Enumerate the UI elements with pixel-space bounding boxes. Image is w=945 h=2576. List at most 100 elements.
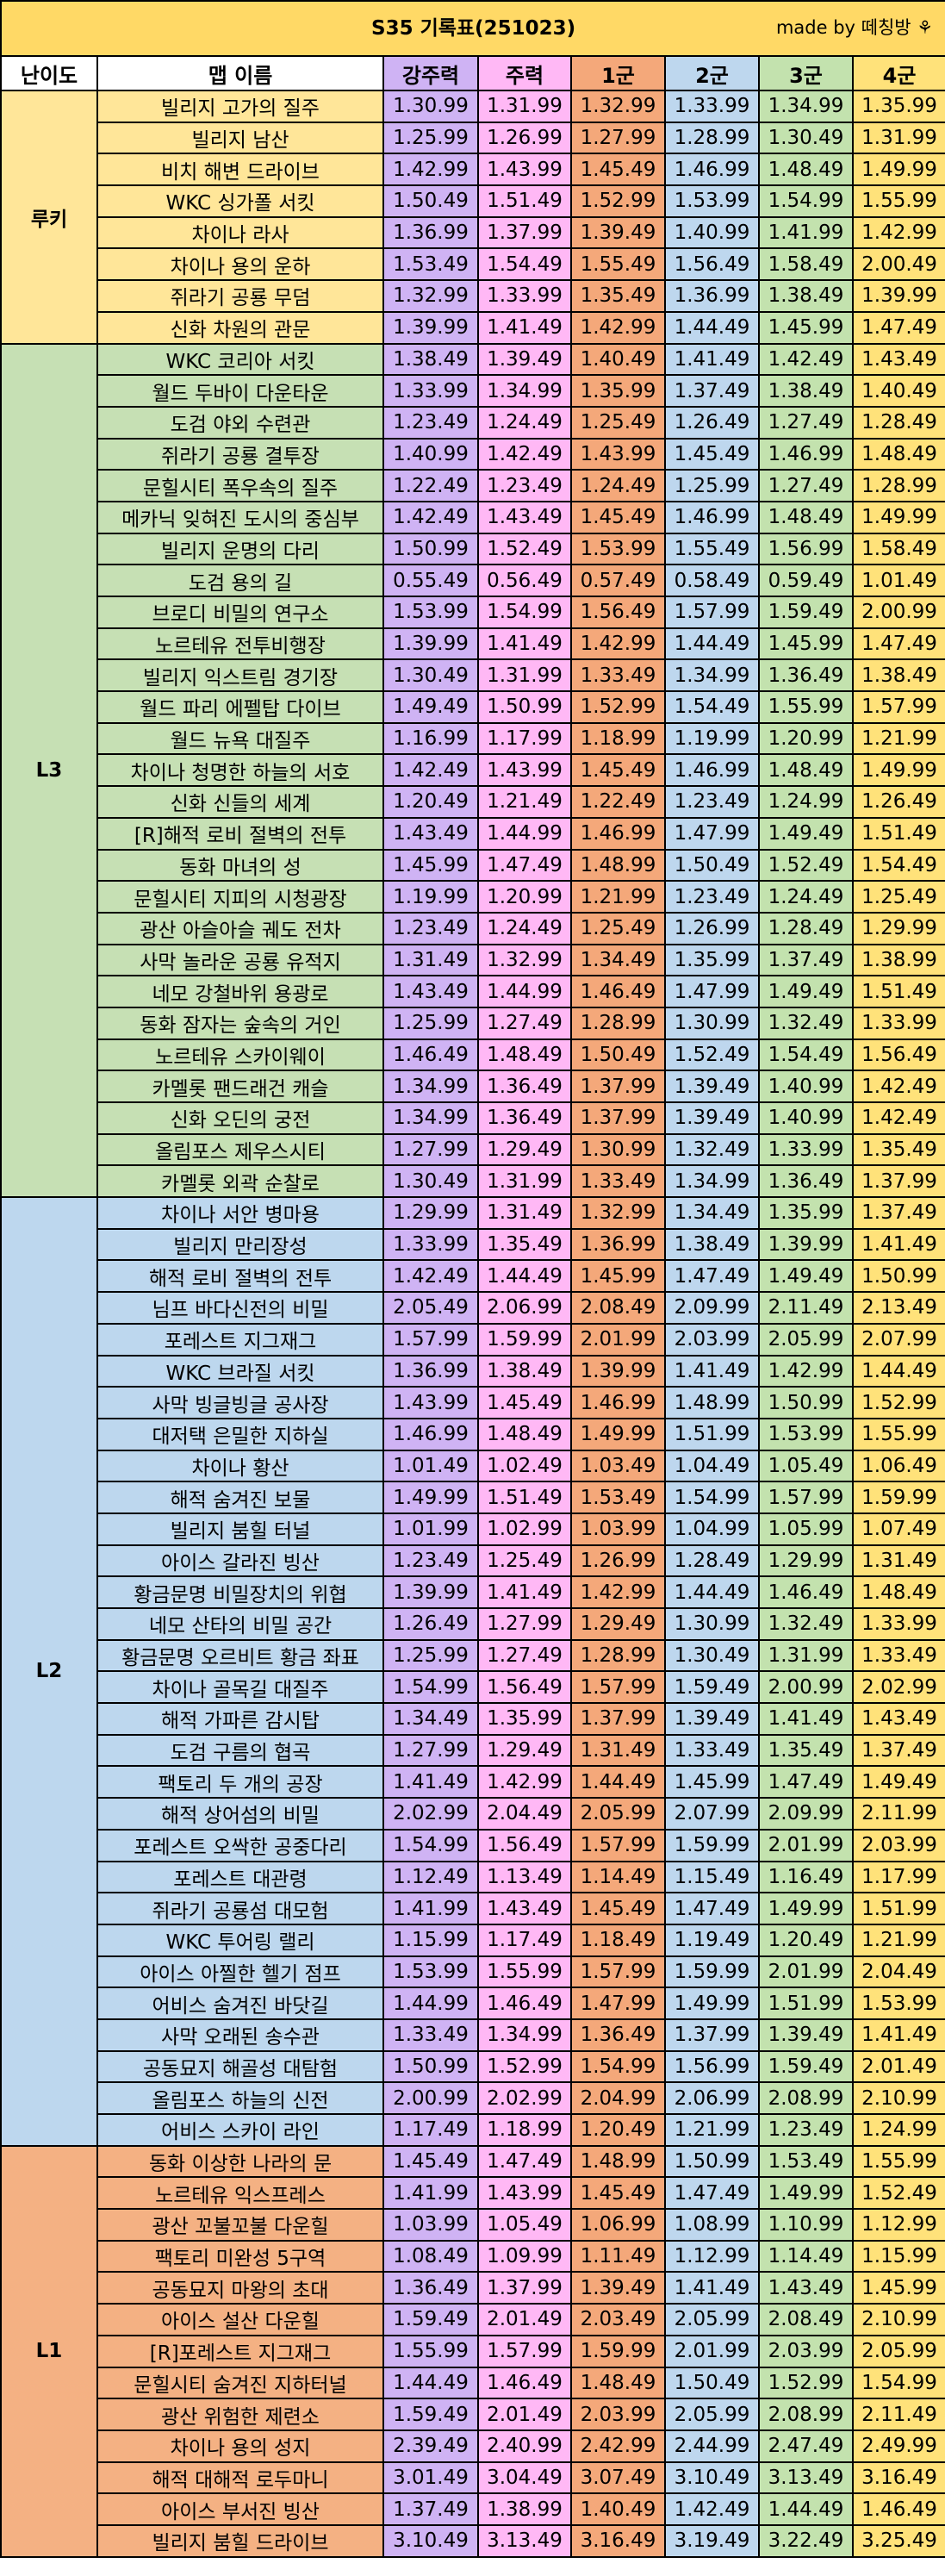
time-ju: 1.26.99	[477, 121, 572, 155]
time-g1: 1.39.49	[570, 2271, 666, 2305]
table-row: 사막 빙글빙글 공사장 1.43.99 1.45.49 1.46.99 1.48.99 1…	[1, 1386, 945, 1419]
map-name: 사막 빙글빙글 공사장	[96, 1386, 384, 1419]
time-g2: 1.46.99	[664, 153, 760, 187]
table-row: 해적 가파른 감시탑 1.34.49 1.35.99 1.37.99 1.39.49 1.…	[1, 1702, 945, 1736]
time-g3: 1.41.49	[758, 1702, 854, 1736]
table-row: 팩토리 미완성 5구역 1.08.49 1.09.99 1.11.49 1.12.99 1…	[1, 2239, 945, 2273]
time-g2: 1.30.49	[664, 1638, 760, 1673]
map-name: WKC 코리아 서킷	[96, 342, 384, 377]
time-g2: 1.39.49	[664, 1070, 760, 1103]
time-gang: 1.38.49	[382, 342, 479, 377]
time-gang: 1.30.99	[382, 90, 479, 123]
table-row: 사막 오래된 송수관 1.33.49 1.34.99 1.36.49 1.37.99 1.…	[1, 2018, 945, 2052]
time-g3: 2.01.99	[758, 1955, 854, 1989]
time-g2: 1.04.99	[664, 1512, 760, 1546]
time-ju: 1.31.99	[477, 90, 572, 123]
time-g2: 1.41.49	[664, 342, 760, 377]
map-name: 팩토리 두 개의 공장	[96, 1765, 384, 1799]
header-gang: 강주력	[382, 55, 479, 91]
time-g3: 3.22.49	[758, 2523, 854, 2558]
time-g2: 1.50.49	[664, 2366, 760, 2400]
time-g3: 1.54.99	[758, 184, 854, 218]
time-gang: 1.29.99	[382, 1196, 479, 1230]
time-g1: 1.48.49	[570, 2366, 666, 2400]
time-g2: 2.05.99	[664, 2398, 760, 2431]
time-g4: 1.49.49	[851, 1765, 945, 1799]
time-gang: 1.34.49	[382, 1702, 479, 1736]
table-row: 어비스 숨겨진 바닷길 1.44.99 1.46.49 1.47.99 1.49.99 1…	[1, 1987, 945, 2020]
time-g4: 1.01.49	[851, 564, 945, 597]
time-g4: 2.03.99	[851, 1828, 945, 1862]
time-gang: 1.41.99	[382, 2176, 479, 2211]
time-g1: 1.56.49	[570, 596, 666, 629]
time-gang: 1.55.99	[382, 2334, 479, 2368]
time-gang: 1.33.49	[382, 2018, 479, 2052]
time-g1: 1.55.49	[570, 247, 666, 282]
time-ju: 1.31.99	[477, 658, 572, 693]
time-ju: 1.54.99	[477, 596, 572, 629]
map-name: [R]포레스트 지그재그	[96, 2334, 384, 2368]
time-gang: 1.33.99	[382, 374, 479, 408]
time-gang: 1.37.49	[382, 2492, 479, 2526]
time-gang: 1.22.49	[382, 469, 479, 502]
time-g2: 1.38.49	[664, 1227, 760, 1262]
table-row: 동화 마녀의 성 1.45.99 1.47.49 1.48.99 1.50.49 1.52…	[1, 848, 945, 883]
time-g3: 1.46.49	[758, 1575, 854, 1609]
credit-label: made by 떼칭방	[775, 17, 911, 38]
time-gang: 1.39.99	[382, 310, 479, 345]
time-g4: 1.26.49	[851, 785, 945, 819]
table-row: WKC 브라질 서킷 1.36.99 1.38.49 1.39.99 1.41.49 1.…	[1, 1354, 945, 1388]
time-g1: 2.03.99	[570, 2398, 666, 2431]
time-ju: 2.01.49	[477, 2398, 572, 2431]
map-name: 광산 아슬아슬 궤도 전차	[96, 911, 384, 945]
time-gang: 1.59.49	[382, 2303, 479, 2336]
time-gang: 1.42.49	[382, 1259, 479, 1294]
table-row: 님프 바다신전의 비밀 2.05.49 2.06.99 2.08.49 2.09.99 2…	[1, 1291, 945, 1325]
time-ju: 1.29.49	[477, 1733, 572, 1768]
table-row: 노르테유 스카이웨이 1.46.49 1.48.49 1.50.49 1.52.49 1.…	[1, 1038, 945, 1072]
time-g1: 1.29.49	[570, 1607, 666, 1641]
time-ju: 1.43.99	[477, 153, 572, 187]
time-g2: 2.09.99	[664, 1291, 760, 1325]
time-g1: 3.07.49	[570, 2461, 666, 2495]
time-g4: 1.07.49	[851, 1512, 945, 1546]
time-g2: 1.42.49	[664, 2492, 760, 2526]
map-name: 아이스 설산 다운힐	[96, 2303, 384, 2336]
time-g1: 1.25.49	[570, 911, 666, 945]
time-g1: 1.45.49	[570, 500, 666, 534]
time-g1: 1.45.49	[570, 153, 666, 187]
time-g3: 1.35.99	[758, 1196, 854, 1230]
map-name: 아이스 부서진 빙산	[96, 2492, 384, 2526]
map-name: 동화 마녀의 성	[96, 848, 384, 883]
table-row: 월드 두바이 다운타운 1.33.99 1.34.99 1.35.99 1.37.49 1…	[1, 374, 945, 408]
map-name: 아이스 갈라진 빙산	[96, 1544, 384, 1578]
time-g2: 1.26.99	[664, 911, 760, 945]
time-g1: 1.26.99	[570, 1544, 666, 1578]
time-gang: 1.34.99	[382, 1101, 479, 1135]
map-name: 네모 산타의 비밀 공간	[96, 1607, 384, 1641]
table-row: 사막 놀라운 공룡 유적지 1.31.49 1.32.99 1.34.49 1.35.9…	[1, 943, 945, 977]
time-gang: 1.41.49	[382, 1765, 479, 1799]
time-g4: 1.38.49	[851, 658, 945, 693]
time-g1: 1.27.99	[570, 121, 666, 155]
time-gang: 1.54.99	[382, 1670, 479, 1705]
time-g1: 1.33.49	[570, 658, 666, 693]
time-g2: 1.46.99	[664, 500, 760, 534]
time-g3: 1.42.99	[758, 1354, 854, 1388]
time-g1: 1.57.99	[570, 1828, 666, 1862]
time-g1: 1.48.99	[570, 848, 666, 883]
time-ju: 1.57.99	[477, 2334, 572, 2368]
time-g1: 1.57.99	[570, 1955, 666, 1989]
table-row: 대저택 은밀한 지하실 1.46.99 1.48.49 1.49.99 1.51.99 1…	[1, 1417, 945, 1451]
time-g2: 1.39.49	[664, 1702, 760, 1736]
time-g4: 1.45.99	[851, 2271, 945, 2305]
time-g3: 1.32.49	[758, 1607, 854, 1641]
map-name: 공동묘지 마왕의 초대	[96, 2271, 384, 2305]
map-name: WKC 싱가폴 서킷	[96, 184, 384, 218]
table-row: 노르테유 익스프레스 1.41.99 1.43.99 1.45.49 1.47.49 1.…	[1, 2176, 945, 2211]
time-g2: 1.37.49	[664, 374, 760, 408]
map-name: 도검 야외 수련관	[96, 405, 384, 440]
time-g1: 3.16.49	[570, 2523, 666, 2558]
time-g2: 1.35.99	[664, 943, 760, 977]
table-body: 루키 빌리지 고가의 질주 1.30.99 1.31.99 1.32.99 1.33.99…	[0, 90, 945, 2558]
